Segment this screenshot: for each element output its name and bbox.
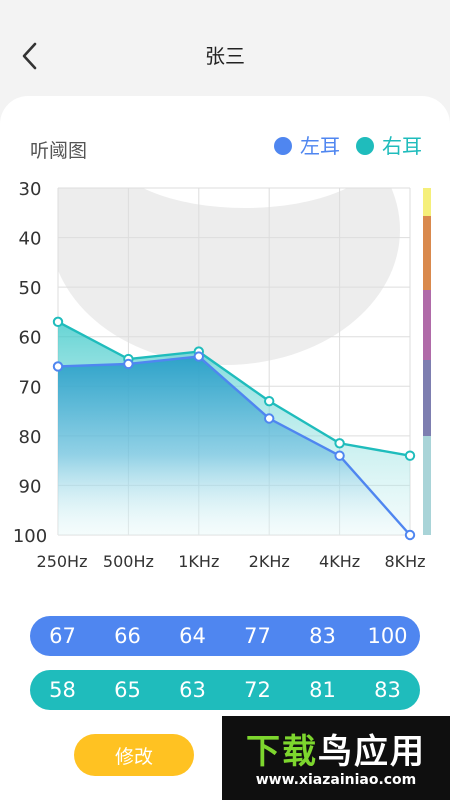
x-tick-label: 8KHz (384, 552, 425, 571)
y-tick-label: 100 (13, 526, 47, 547)
speech-banana-cutout (143, 188, 347, 208)
right-ear-point (52, 316, 64, 328)
left-ear-value: 66 (114, 624, 141, 648)
left-ear-value: 77 (244, 624, 271, 648)
left-ear-point (52, 361, 64, 372)
left-ear-values-row: 67 66 64 77 83 100 (30, 616, 420, 656)
legend-dot-right-ear (356, 137, 374, 155)
x-axis-ticks: 250Hz 500Hz 1KHz 2KHz 4KHz 8KHz (37, 552, 426, 571)
scale-segment (423, 188, 431, 216)
legend-dot-left-ear (274, 137, 292, 155)
left-ear-line (57, 355, 411, 536)
left-ear-value: 64 (179, 624, 206, 648)
side-color-scale (423, 188, 431, 535)
x-tick-label: 4KHz (319, 552, 360, 571)
left-ear-value: 100 (367, 624, 408, 648)
right-ear-value: 83 (374, 678, 401, 702)
right-ear-values-row: 58 65 63 72 81 83 (30, 670, 420, 710)
left-ear-point (334, 450, 345, 461)
speech-banana-shape (58, 188, 400, 365)
chart-lines (57, 320, 411, 536)
y-tick-label: 50 (19, 278, 42, 299)
right-ear-value: 81 (309, 678, 336, 702)
top-bar: 张三 (0, 0, 450, 100)
right-ear-value: 58 (49, 678, 76, 702)
left-ear-area (58, 356, 410, 535)
right-ear-point (404, 450, 416, 461)
y-axis-ticks: 30 40 50 60 70 80 90 100 (13, 179, 47, 547)
x-tick-label: 250Hz (37, 552, 88, 571)
scale-segment (423, 290, 431, 360)
y-tick-label: 70 (19, 377, 42, 398)
left-ear-point (264, 413, 275, 424)
legend-label-left-ear: 左耳 (300, 134, 340, 158)
x-tick-label: 2KHz (249, 552, 290, 571)
y-tick-label: 90 (19, 476, 42, 497)
plot-shading (58, 188, 400, 365)
watermark-url: www.xiazainiao.com (255, 772, 417, 788)
chart-points (52, 316, 416, 541)
y-tick-label: 80 (19, 427, 42, 448)
chart-areas (58, 321, 410, 535)
left-ear-value: 83 (309, 624, 336, 648)
right-ear-value: 72 (244, 678, 271, 702)
x-tick-label: 500Hz (103, 552, 154, 571)
back-button[interactable] (12, 38, 48, 74)
edit-button[interactable]: 修改 (74, 734, 194, 776)
legend-item-right-ear: 右耳 (356, 134, 422, 158)
x-tick-label: 1KHz (178, 552, 219, 571)
left-ear-point (193, 351, 205, 362)
right-ear-value: 63 (179, 678, 206, 702)
chevron-left-icon (22, 42, 37, 70)
y-tick-label: 60 (19, 328, 42, 349)
watermark-logo: 下载鸟应用 www.xiazainiao.com (222, 716, 450, 800)
y-tick-label: 40 (19, 229, 42, 250)
watermark-title: 下载鸟应用 (246, 732, 426, 772)
left-ear-point (123, 358, 134, 370)
right-ear-value: 65 (114, 678, 141, 702)
chart-legend: 左耳 右耳 (258, 134, 422, 158)
left-ear-value: 67 (49, 624, 76, 648)
legend-item-left-ear: 左耳 (274, 134, 340, 158)
scale-segment (423, 360, 431, 436)
audiogram-chart: 30 40 50 60 70 80 90 100 250Hz 500Hz 1KHz 2KHz 4KHz… (13, 179, 431, 571)
legend-label-right-ear: 右耳 (382, 134, 422, 158)
scale-segment (423, 436, 431, 535)
y-tick-label: 30 (19, 179, 42, 200)
right-ear-line (57, 320, 411, 457)
right-ear-point (264, 395, 275, 407)
chart-title: 听阈图 (30, 140, 88, 162)
page-title: 张三 (205, 44, 245, 68)
scale-segment (423, 216, 431, 290)
left-ear-point (404, 529, 416, 541)
right-ear-point (334, 438, 345, 449)
